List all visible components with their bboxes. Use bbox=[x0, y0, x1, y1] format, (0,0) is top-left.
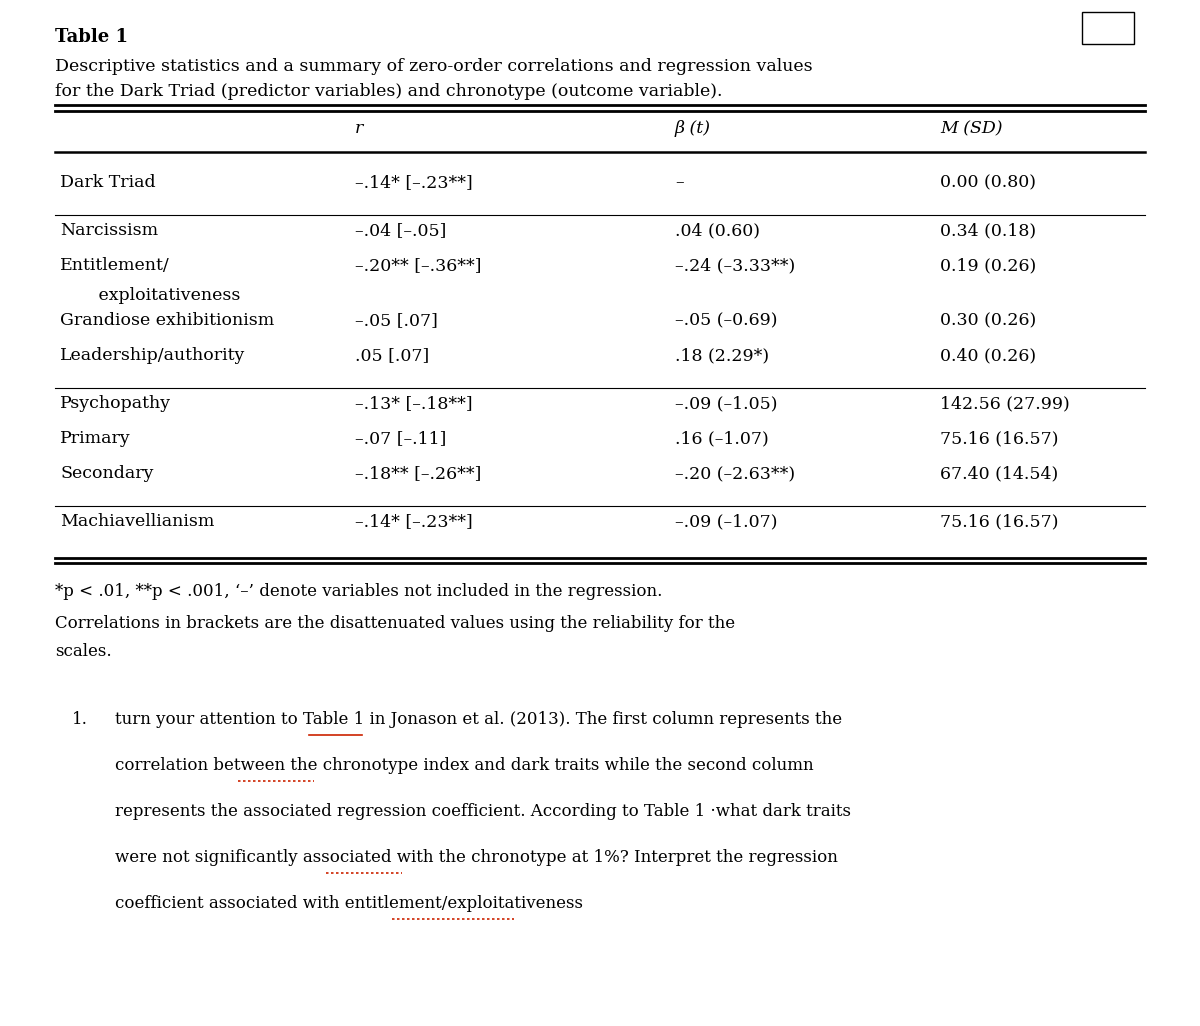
Text: 75.16 (16.57): 75.16 (16.57) bbox=[940, 430, 1058, 447]
Text: correlation between the chronotype index and dark traits while the second column: correlation between the chronotype index… bbox=[115, 757, 814, 774]
Text: *p < .01, **p < .001, ‘–’ denote variables not included in the regression.: *p < .01, **p < .001, ‘–’ denote variabl… bbox=[55, 583, 662, 600]
Text: –.09 (–1.05): –.09 (–1.05) bbox=[674, 395, 778, 412]
Text: .16 (–1.07): .16 (–1.07) bbox=[674, 430, 769, 447]
Text: –.07 [–.11]: –.07 [–.11] bbox=[355, 430, 446, 447]
Text: 0.40 (0.26): 0.40 (0.26) bbox=[940, 347, 1036, 364]
Text: 0.19 (0.26): 0.19 (0.26) bbox=[940, 256, 1037, 274]
Text: 142.56 (27.99): 142.56 (27.99) bbox=[940, 395, 1069, 412]
Text: 0.30 (0.26): 0.30 (0.26) bbox=[940, 312, 1037, 329]
Text: –: – bbox=[674, 174, 684, 191]
Text: .05 [.07]: .05 [.07] bbox=[355, 347, 430, 364]
Text: 67.40 (14.54): 67.40 (14.54) bbox=[940, 465, 1058, 482]
Text: 1.: 1. bbox=[72, 711, 88, 728]
Text: coefficient associated with entitlement/exploitativeness: coefficient associated with entitlement/… bbox=[115, 895, 583, 912]
Text: 0.00 (0.80): 0.00 (0.80) bbox=[940, 174, 1036, 191]
Text: –.14* [–.23**]: –.14* [–.23**] bbox=[355, 513, 473, 530]
Text: Machiavellianism: Machiavellianism bbox=[60, 513, 215, 530]
Bar bbox=[1082, 12, 1134, 44]
Text: Grandiose exhibitionism: Grandiose exhibitionism bbox=[60, 312, 275, 329]
Text: M (SD): M (SD) bbox=[940, 120, 1002, 137]
Text: exploitativeness: exploitativeness bbox=[82, 286, 240, 304]
Text: were not significantly associated with the chronotype at 1%? Interpret the regre: were not significantly associated with t… bbox=[115, 849, 838, 866]
Text: .18 (2.29*): .18 (2.29*) bbox=[674, 347, 769, 364]
Text: –.04 [–.05]: –.04 [–.05] bbox=[355, 222, 446, 239]
Text: –.05 (–0.69): –.05 (–0.69) bbox=[674, 312, 778, 329]
Text: Leadership/authority: Leadership/authority bbox=[60, 347, 245, 364]
Text: –.05 [.07]: –.05 [.07] bbox=[355, 312, 438, 329]
Text: Narcissism: Narcissism bbox=[60, 222, 158, 239]
Text: Secondary: Secondary bbox=[60, 465, 154, 482]
Text: Primary: Primary bbox=[60, 430, 131, 447]
Text: Correlations in brackets are the disattenuated values using the reliability for : Correlations in brackets are the disatte… bbox=[55, 615, 736, 632]
Text: Psychopathy: Psychopathy bbox=[60, 395, 172, 412]
Text: Dark Triad: Dark Triad bbox=[60, 174, 156, 191]
Text: scales.: scales. bbox=[55, 643, 112, 660]
Text: –.18** [–.26**]: –.18** [–.26**] bbox=[355, 465, 481, 482]
Text: Descriptive statistics and a summary of zero-order correlations and regression v: Descriptive statistics and a summary of … bbox=[55, 58, 812, 75]
Text: 75.16 (16.57): 75.16 (16.57) bbox=[940, 513, 1058, 530]
Text: represents the associated regression coefficient. According to Table 1 ·what dar: represents the associated regression coe… bbox=[115, 803, 851, 820]
Text: –.24 (–3.33**): –.24 (–3.33**) bbox=[674, 256, 796, 274]
Text: turn your attention to Table 1 in Jonason et al. (2013). The first column repres: turn your attention to Table 1 in Jonaso… bbox=[115, 711, 842, 728]
Text: β (t): β (t) bbox=[674, 120, 710, 137]
Text: –.14* [–.23**]: –.14* [–.23**] bbox=[355, 174, 473, 191]
Text: –.20** [–.36**]: –.20** [–.36**] bbox=[355, 256, 481, 274]
Text: –.09 (–1.07): –.09 (–1.07) bbox=[674, 513, 778, 530]
Text: for the Dark Triad (predictor variables) and chronotype (outcome variable).: for the Dark Triad (predictor variables)… bbox=[55, 83, 722, 100]
Text: –.20 (–2.63**): –.20 (–2.63**) bbox=[674, 465, 796, 482]
Text: Entitlement/: Entitlement/ bbox=[60, 256, 169, 274]
Text: r: r bbox=[355, 120, 364, 137]
Text: –.13* [–.18**]: –.13* [–.18**] bbox=[355, 395, 473, 412]
Text: 0.34 (0.18): 0.34 (0.18) bbox=[940, 222, 1036, 239]
Text: .04 (0.60): .04 (0.60) bbox=[674, 222, 760, 239]
Text: Table 1: Table 1 bbox=[55, 28, 128, 46]
